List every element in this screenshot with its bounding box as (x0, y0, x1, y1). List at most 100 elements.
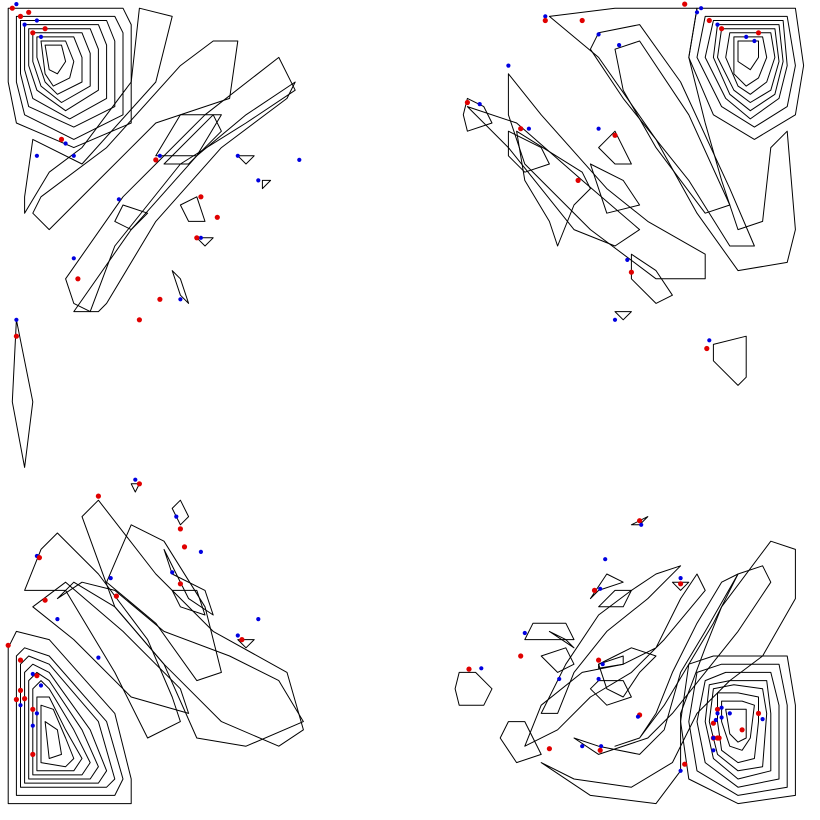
contour-top-right-11 (507, 73, 706, 280)
marker-blue-77 (96, 655, 101, 660)
contour-bottom-right-11 (524, 573, 706, 747)
contour-bottom-right-6 (721, 700, 755, 751)
contour-top-right-2 (704, 20, 788, 120)
marker-blue-93 (598, 586, 603, 591)
marker-blue-86 (34, 711, 40, 716)
marker-blue-108 (599, 744, 604, 749)
contour-top-right-12 (466, 106, 641, 247)
marker-blue-36 (744, 34, 749, 40)
marker-blue-8 (38, 34, 44, 40)
marker-blue-39 (543, 14, 548, 19)
contour-top-left-1 (15, 15, 124, 140)
marker-red-2 (26, 9, 32, 15)
marker-red-51 (575, 177, 581, 183)
marker-blue-111 (678, 768, 683, 773)
marker-blue-6 (22, 22, 27, 27)
marker-red-37 (755, 30, 762, 36)
marker-red-0 (9, 5, 15, 11)
marker-blue-105 (635, 714, 641, 719)
marker-blue-113 (715, 711, 720, 716)
contour-lines (7, 7, 805, 805)
marker-red-97 (518, 653, 524, 659)
marker-blue-33 (715, 22, 720, 27)
marker-red-29 (13, 333, 19, 339)
marker-red-9 (58, 136, 65, 142)
marker-red-85 (30, 706, 36, 712)
marker-red-13 (153, 157, 159, 163)
marker-red-4 (42, 26, 48, 32)
contour-top-right-4 (717, 28, 780, 103)
contour-top-right-16 (589, 163, 641, 214)
contour-bottom-left-8 (44, 721, 62, 759)
contour-bottom-right-0 (680, 655, 796, 805)
marker-blue-5 (14, 2, 19, 7)
contour-bottom-left-1 (15, 647, 124, 796)
marker-red-88 (30, 751, 36, 758)
contour-top-left-21 (11, 319, 34, 468)
contour-bottom-right-9 (573, 565, 772, 755)
marker-blue-60 (174, 514, 179, 519)
contour-top-left-20 (261, 179, 272, 190)
marker-red-79 (34, 673, 40, 679)
marker-blue-103 (596, 676, 601, 682)
contour-top-left-10 (32, 40, 239, 231)
marker-red-110 (682, 761, 688, 767)
contour-top-left-13 (163, 114, 222, 165)
marker-blue-67 (170, 570, 175, 575)
marker-red-53 (628, 269, 635, 275)
contour-bottom-right-15 (598, 655, 624, 669)
contour-bottom-right-3 (704, 680, 772, 780)
contour-top-left-3 (24, 24, 108, 120)
contour-bottom-right-14 (589, 680, 632, 706)
contour-bottom-left-18 (130, 483, 140, 493)
contour-top-left-6 (36, 36, 83, 95)
marker-red-120 (739, 727, 745, 733)
contour-top-right-1 (696, 15, 796, 128)
contour-bottom-right-2 (696, 671, 780, 788)
marker-red-57 (95, 493, 101, 499)
marker-red-59 (136, 481, 142, 487)
contour-bottom-left-3 (24, 663, 108, 784)
contour-bottom-left-17 (237, 639, 255, 649)
marker-blue-12 (63, 141, 68, 146)
marker-red-84 (22, 696, 28, 702)
marker-blue-83 (18, 703, 23, 708)
point-markers (5, 1, 765, 773)
marker-red-70 (42, 597, 48, 603)
marker-blue-42 (596, 32, 601, 37)
marker-blue-71 (55, 617, 60, 622)
marker-blue-28 (14, 317, 19, 322)
marker-blue-126 (719, 705, 724, 710)
marker-red-76 (17, 657, 24, 663)
contour-bottom-right-12 (540, 565, 682, 714)
marker-blue-26 (178, 297, 183, 302)
marker-red-56 (704, 345, 710, 352)
contour-top-left-12 (73, 81, 296, 313)
marker-red-23 (75, 276, 81, 282)
marker-red-61 (177, 526, 183, 532)
marker-blue-38 (752, 38, 757, 44)
contour-top-left-7 (40, 40, 75, 87)
marker-blue-78 (30, 671, 35, 677)
marker-blue-11 (34, 153, 40, 158)
contour-bottom-left-5 (32, 680, 91, 776)
contour-bottom-left-0 (7, 630, 132, 805)
marker-red-92 (591, 587, 598, 594)
marker-red-82 (13, 696, 19, 703)
marker-red-106 (546, 746, 553, 752)
marker-blue-87 (30, 723, 35, 728)
marker-blue-17 (256, 178, 261, 183)
contour-bottom-right-19 (598, 589, 632, 608)
marker-blue-54 (612, 317, 618, 322)
marker-blue-63 (198, 549, 203, 555)
marker-blue-55 (707, 338, 712, 343)
marker-red-81 (17, 687, 24, 694)
marker-blue-48 (526, 126, 532, 131)
marker-red-20 (214, 214, 220, 220)
marker-blue-116 (711, 748, 716, 753)
marker-blue-123 (727, 711, 732, 716)
contour-top-left-0 (7, 7, 132, 149)
contour-bottom-right-8 (540, 540, 796, 805)
marker-red-109 (597, 747, 603, 753)
